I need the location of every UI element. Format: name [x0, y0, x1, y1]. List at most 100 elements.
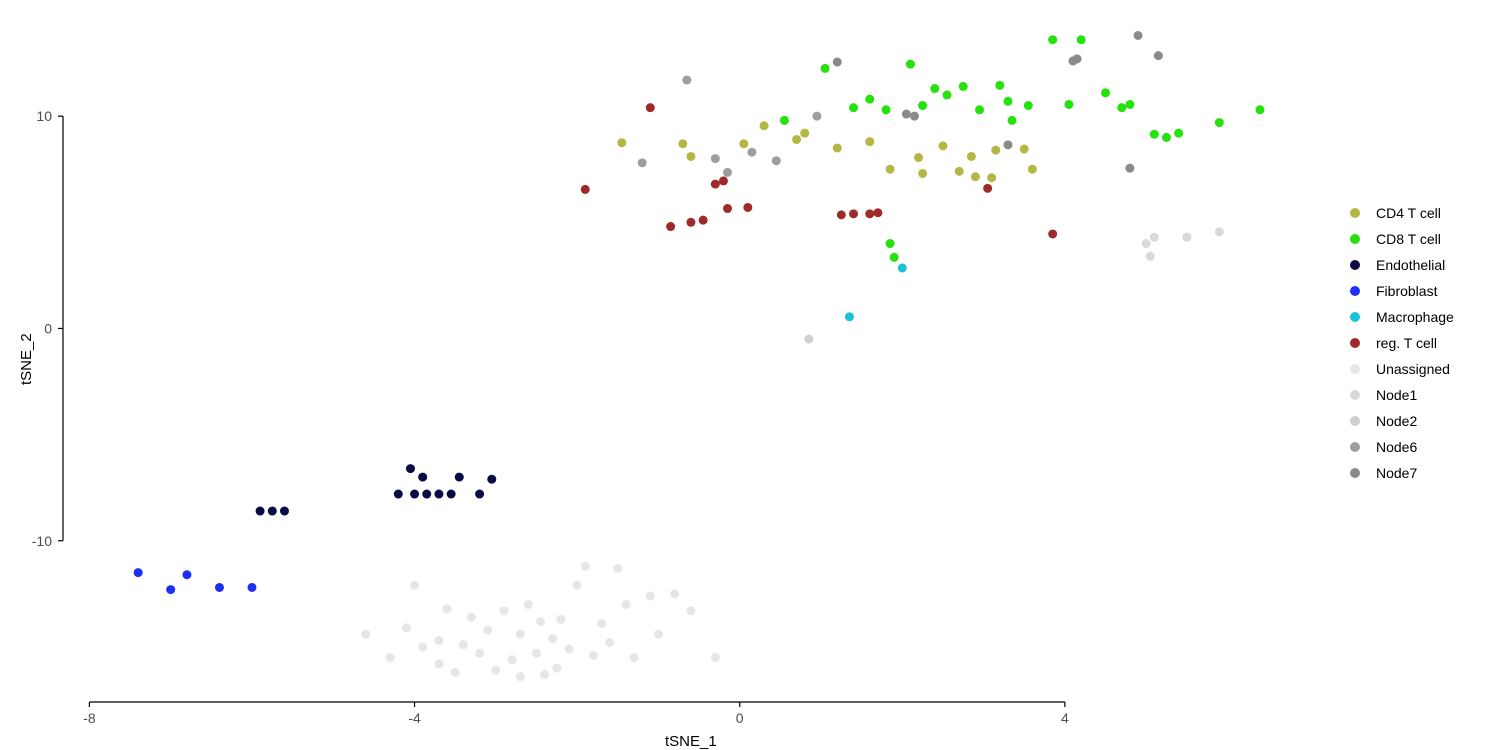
data-point — [743, 203, 752, 212]
data-point — [589, 651, 598, 660]
data-point — [499, 606, 508, 615]
data-point — [402, 623, 411, 632]
data-point — [1101, 88, 1110, 97]
data-point — [747, 148, 756, 157]
data-point — [833, 144, 842, 153]
data-point — [1077, 35, 1086, 44]
data-point — [723, 204, 732, 213]
data-point — [804, 335, 813, 344]
data-point — [418, 642, 427, 651]
data-point — [678, 139, 687, 148]
data-point — [918, 101, 927, 110]
data-point — [711, 180, 720, 189]
data-point — [882, 105, 891, 114]
legend-swatch-icon — [1350, 260, 1360, 270]
data-point — [581, 562, 590, 571]
data-point — [467, 613, 476, 622]
legend-item: Node6 — [1350, 434, 1454, 460]
legend-swatch-icon — [1350, 338, 1360, 348]
legend-swatch-icon — [1350, 208, 1360, 218]
y-axis-title: tSNE_2 — [18, 333, 35, 385]
data-point — [268, 507, 277, 516]
data-point — [1182, 233, 1191, 242]
data-point — [914, 153, 923, 162]
data-point — [459, 640, 468, 649]
data-point — [1064, 100, 1073, 109]
data-point — [800, 129, 809, 138]
data-point — [638, 158, 647, 167]
data-point — [605, 638, 614, 647]
data-point — [1154, 51, 1163, 60]
legend-swatch-icon — [1350, 442, 1360, 452]
legend-swatch-icon — [1350, 364, 1360, 374]
data-point — [983, 184, 992, 193]
data-point — [955, 167, 964, 176]
legend-item: CD4 T cell — [1350, 200, 1454, 226]
data-point — [548, 634, 557, 643]
data-point — [166, 585, 175, 594]
x-axis-title: tSNE_1 — [665, 733, 717, 750]
legend-label: Fibroblast — [1376, 283, 1437, 299]
data-point — [666, 222, 675, 231]
data-point — [256, 507, 265, 516]
data-point — [670, 589, 679, 598]
data-point — [1003, 140, 1012, 149]
data-point — [780, 116, 789, 125]
data-point — [540, 670, 549, 679]
legend-item: CD8 T cell — [1350, 226, 1454, 252]
data-point — [959, 82, 968, 91]
legend-label: Unassigned — [1376, 361, 1450, 377]
data-point — [410, 581, 419, 590]
data-point — [613, 564, 622, 573]
data-point — [686, 218, 695, 227]
data-point — [443, 604, 452, 613]
data-point — [1146, 252, 1155, 261]
data-point — [739, 139, 748, 148]
data-point — [711, 653, 720, 662]
data-point — [361, 630, 370, 639]
data-point — [792, 135, 801, 144]
data-point — [386, 653, 395, 662]
legend-swatch-icon — [1350, 286, 1360, 296]
data-point — [711, 154, 720, 163]
data-point — [646, 591, 655, 600]
data-point — [215, 583, 224, 592]
data-point — [406, 464, 415, 473]
data-point — [1142, 239, 1151, 248]
data-point — [280, 507, 289, 516]
data-point — [971, 172, 980, 181]
data-point — [516, 630, 525, 639]
legend-label: Node2 — [1376, 413, 1417, 429]
legend-item: Unassigned — [1350, 356, 1454, 382]
data-point — [491, 666, 500, 675]
y-tick-label: 0 — [44, 320, 52, 336]
data-point — [719, 176, 728, 185]
data-point — [760, 121, 769, 130]
data-point — [451, 668, 460, 677]
legend-swatch-icon — [1350, 234, 1360, 244]
data-point — [1125, 164, 1134, 173]
data-point — [247, 583, 256, 592]
data-point — [552, 664, 561, 673]
data-point — [886, 165, 895, 174]
data-point — [833, 58, 842, 67]
data-point — [434, 636, 443, 645]
data-point — [617, 138, 626, 147]
data-point — [1008, 116, 1017, 125]
data-point — [938, 141, 947, 150]
data-point — [898, 263, 907, 272]
data-point — [902, 110, 911, 119]
legend-item: Endothelial — [1350, 252, 1454, 278]
data-point — [873, 208, 882, 217]
data-point — [418, 473, 427, 482]
data-point — [1255, 105, 1264, 114]
data-point — [1117, 103, 1126, 112]
data-point — [475, 490, 484, 499]
data-point — [630, 653, 639, 662]
data-point — [532, 649, 541, 658]
data-point — [1073, 54, 1082, 63]
data-point — [556, 615, 565, 624]
tsne-scatter-chart: -8-404-10010 tSNE_1 tSNE_2 CD4 T cellCD8… — [0, 0, 1500, 750]
data-point — [1215, 227, 1224, 236]
legend-item: Node2 — [1350, 408, 1454, 434]
